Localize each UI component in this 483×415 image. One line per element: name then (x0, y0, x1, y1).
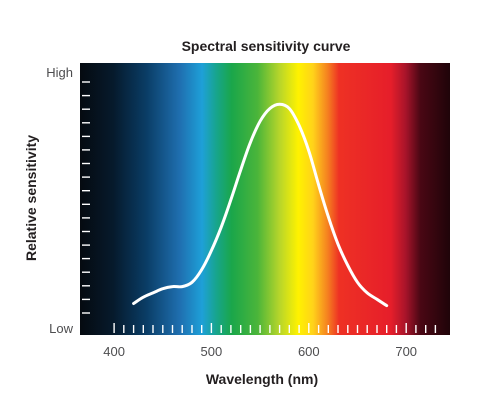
spectrum-background (80, 63, 450, 335)
sensitivity-curve-line (132, 102, 389, 308)
x-tick-label: 500 (201, 344, 223, 359)
x-tick-label: 600 (298, 344, 320, 359)
y-tick-label-low: Low (49, 321, 73, 336)
x-axis-tick-labels: 400 500 600 700 (103, 344, 417, 359)
x-tick-label: 700 (395, 344, 417, 359)
x-tick-label: 400 (103, 344, 125, 359)
x-axis-label: Wavelength (nm) (206, 371, 318, 387)
y-axis-ticks (82, 81, 90, 314)
y-axis-label: Relative sensitivity (23, 135, 39, 261)
y-tick-label-high: High (46, 65, 73, 80)
chart-title: Spectral sensitivity curve (182, 38, 351, 54)
x-axis-ticks (113, 323, 437, 333)
